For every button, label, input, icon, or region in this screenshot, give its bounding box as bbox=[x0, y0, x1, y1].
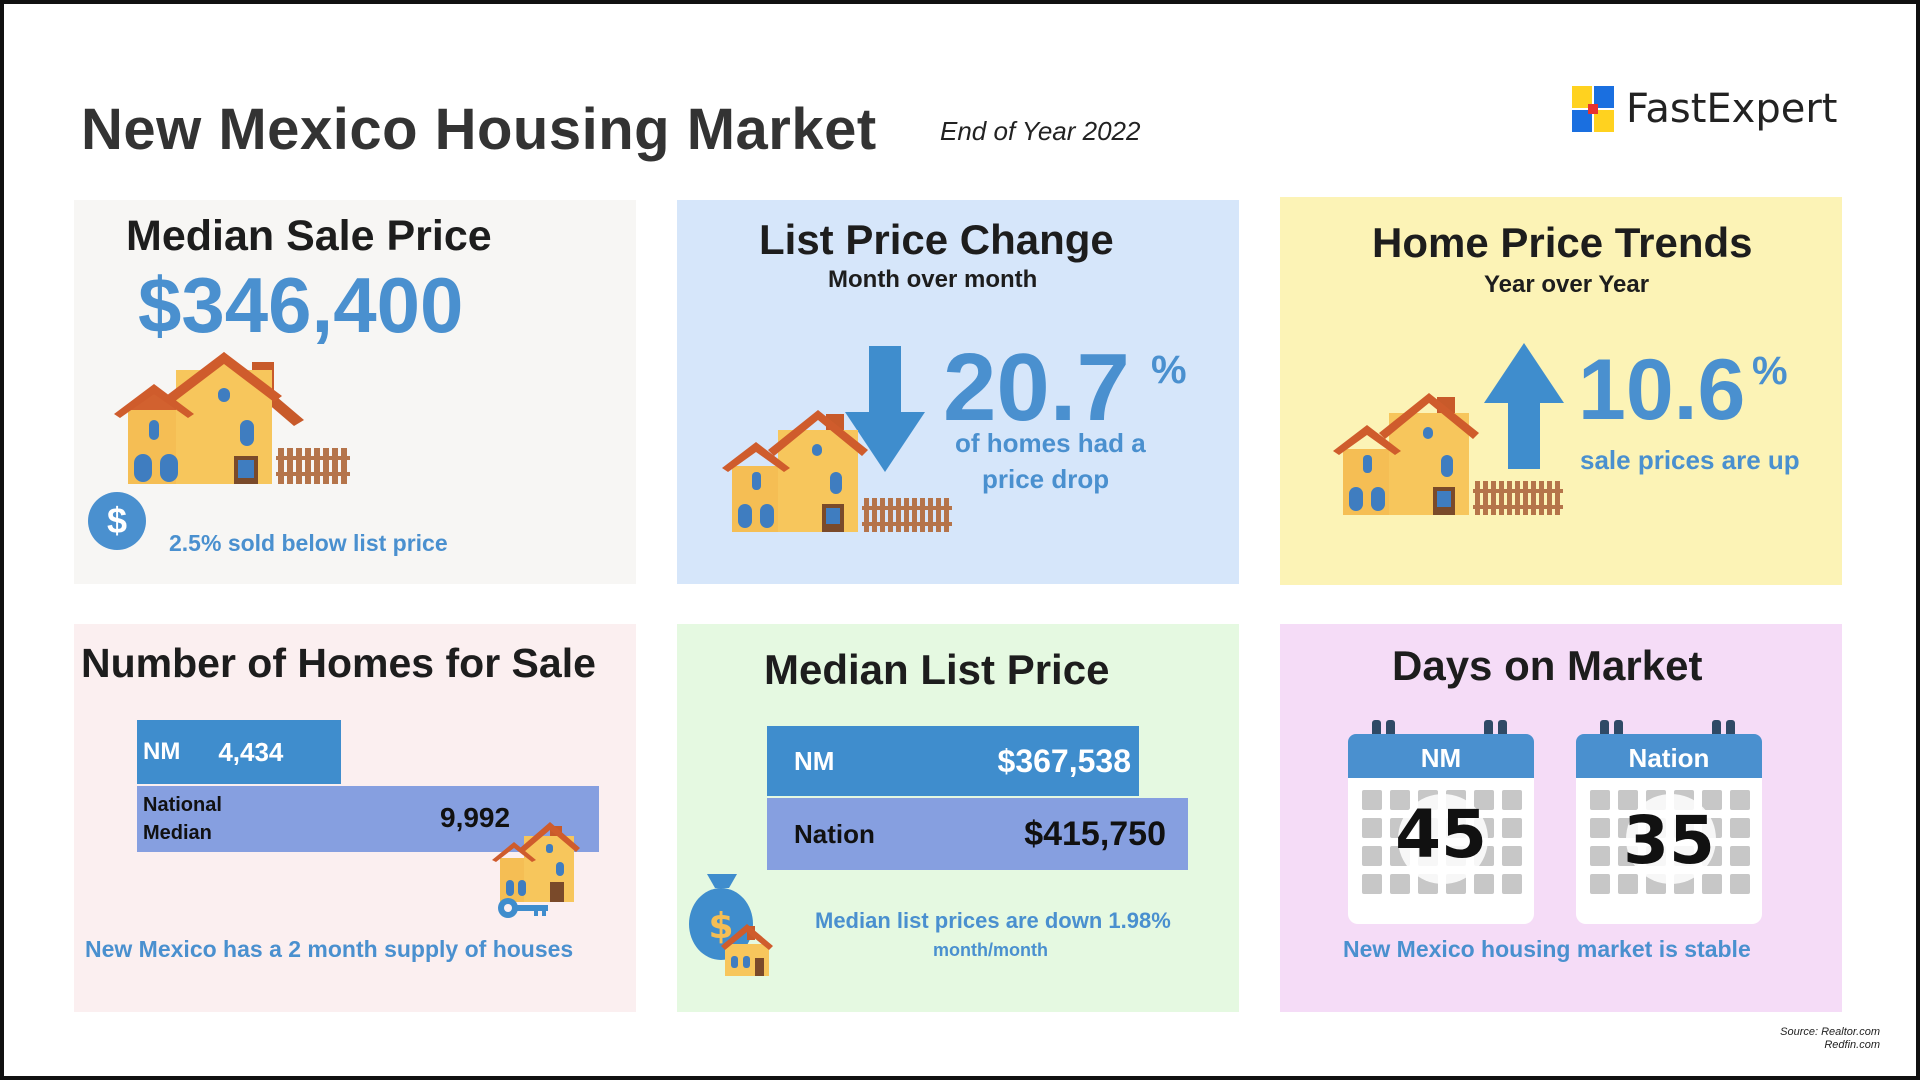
list-price-change-note-2: price drop bbox=[982, 464, 1110, 494]
page-title: New Mexico Housing Market bbox=[81, 97, 877, 162]
nm-list-price-value: $367,538 bbox=[997, 742, 1131, 779]
source-line-1: Source: Realtor.com bbox=[1780, 1026, 1880, 1038]
nation-days-value: 35 bbox=[1623, 802, 1715, 879]
nation-calendar: Nation 35 bbox=[1576, 720, 1762, 924]
house-with-fence-icon bbox=[114, 352, 350, 484]
list-price-change-heading: List Price Change bbox=[759, 216, 1114, 263]
nm-calendar: NM 45 bbox=[1348, 720, 1534, 924]
source-line-2: Redfin.com bbox=[1824, 1039, 1880, 1051]
nm-list-price-bar: NM $367,538 bbox=[767, 726, 1139, 796]
homes-for-sale-heading: Number of Homes for Sale bbox=[81, 640, 596, 686]
home-price-trends-value: 10.6 bbox=[1578, 342, 1746, 438]
nm-supply-value: 4,434 bbox=[218, 736, 284, 767]
list-price-change-value: 20.7 bbox=[943, 334, 1130, 441]
national-supply-bar: National Median 9,992 bbox=[137, 786, 599, 852]
median-list-price-card: Median List Price NM $367,538 Nation $41… bbox=[677, 624, 1239, 1012]
days-on-market-card: Days on Market NM 45 Nation bbox=[1280, 624, 1842, 1012]
list-price-change-note-1: of homes had a bbox=[955, 428, 1146, 458]
median-list-price-heading: Median List Price bbox=[764, 646, 1110, 693]
homes-for-sale-card: Number of Homes for Sale NM 4,434 Nation… bbox=[74, 624, 636, 1012]
median-sale-price-note: 2.5% sold below list price bbox=[169, 530, 448, 556]
house-with-fence-icon bbox=[1333, 393, 1563, 515]
dollar-coin-icon: $ bbox=[88, 492, 146, 550]
nation-list-price-value: $415,750 bbox=[1024, 814, 1166, 853]
brand-name: FastExpert bbox=[1626, 86, 1838, 132]
brand-mark-icon bbox=[1572, 86, 1616, 132]
nm-list-price-label: NM bbox=[794, 745, 835, 776]
national-supply-label-1: National bbox=[143, 794, 222, 816]
page-subtitle: End of Year 2022 bbox=[940, 116, 1141, 146]
median-sale-price-card: Median Sale Price $346,400 bbox=[74, 200, 636, 584]
home-price-trends-note: sale prices are up bbox=[1580, 445, 1800, 475]
home-price-trends-subheading: Year over Year bbox=[1484, 271, 1650, 298]
list-price-change-card: List Price Change Month over month 20.7 … bbox=[677, 200, 1239, 584]
national-supply-value: 9,992 bbox=[440, 802, 511, 833]
key-icon bbox=[498, 898, 548, 918]
brand-logo: FastExpert bbox=[1572, 86, 1837, 132]
nm-calendar-label: NM bbox=[1348, 734, 1534, 778]
house-with-fence-icon bbox=[722, 410, 952, 532]
nation-calendar-label: Nation bbox=[1576, 734, 1762, 778]
days-on-market-note: New Mexico housing market is stable bbox=[1343, 936, 1751, 962]
homes-for-sale-note: New Mexico has a 2 month supply of house… bbox=[85, 936, 574, 962]
home-price-trends-heading: Home Price Trends bbox=[1372, 219, 1753, 266]
home-price-trends-percent: % bbox=[1752, 349, 1788, 393]
nation-list-price-bar: Nation $415,750 bbox=[767, 798, 1188, 870]
down-arrow-icon bbox=[845, 346, 925, 472]
nm-days-value: 45 bbox=[1395, 796, 1487, 873]
days-on-market-heading: Days on Market bbox=[1392, 642, 1703, 689]
home-price-trends-card: Home Price Trends Year over Year 10.6 % … bbox=[1280, 197, 1842, 585]
list-price-change-percent: % bbox=[1151, 348, 1187, 392]
median-list-price-note-2: month/month bbox=[933, 940, 1048, 960]
money-bag-house-icon: $ bbox=[689, 874, 773, 976]
median-sale-price-value: $346,400 bbox=[138, 261, 464, 349]
nm-supply-label: NM bbox=[143, 738, 181, 765]
nm-supply-bar: NM 4,434 bbox=[137, 720, 341, 784]
up-arrow-icon bbox=[1484, 343, 1564, 469]
median-sale-price-heading: Median Sale Price bbox=[126, 212, 492, 260]
house-icon bbox=[492, 822, 580, 902]
median-list-price-note-1: Median list prices are down 1.98% bbox=[815, 908, 1171, 933]
nation-list-price-label: Nation bbox=[794, 818, 875, 849]
national-supply-label-2: Median bbox=[143, 822, 212, 844]
source-note: Source: Realtor.com Redfin.com bbox=[1780, 1026, 1880, 1052]
list-price-change-subheading: Month over month bbox=[828, 266, 1038, 293]
